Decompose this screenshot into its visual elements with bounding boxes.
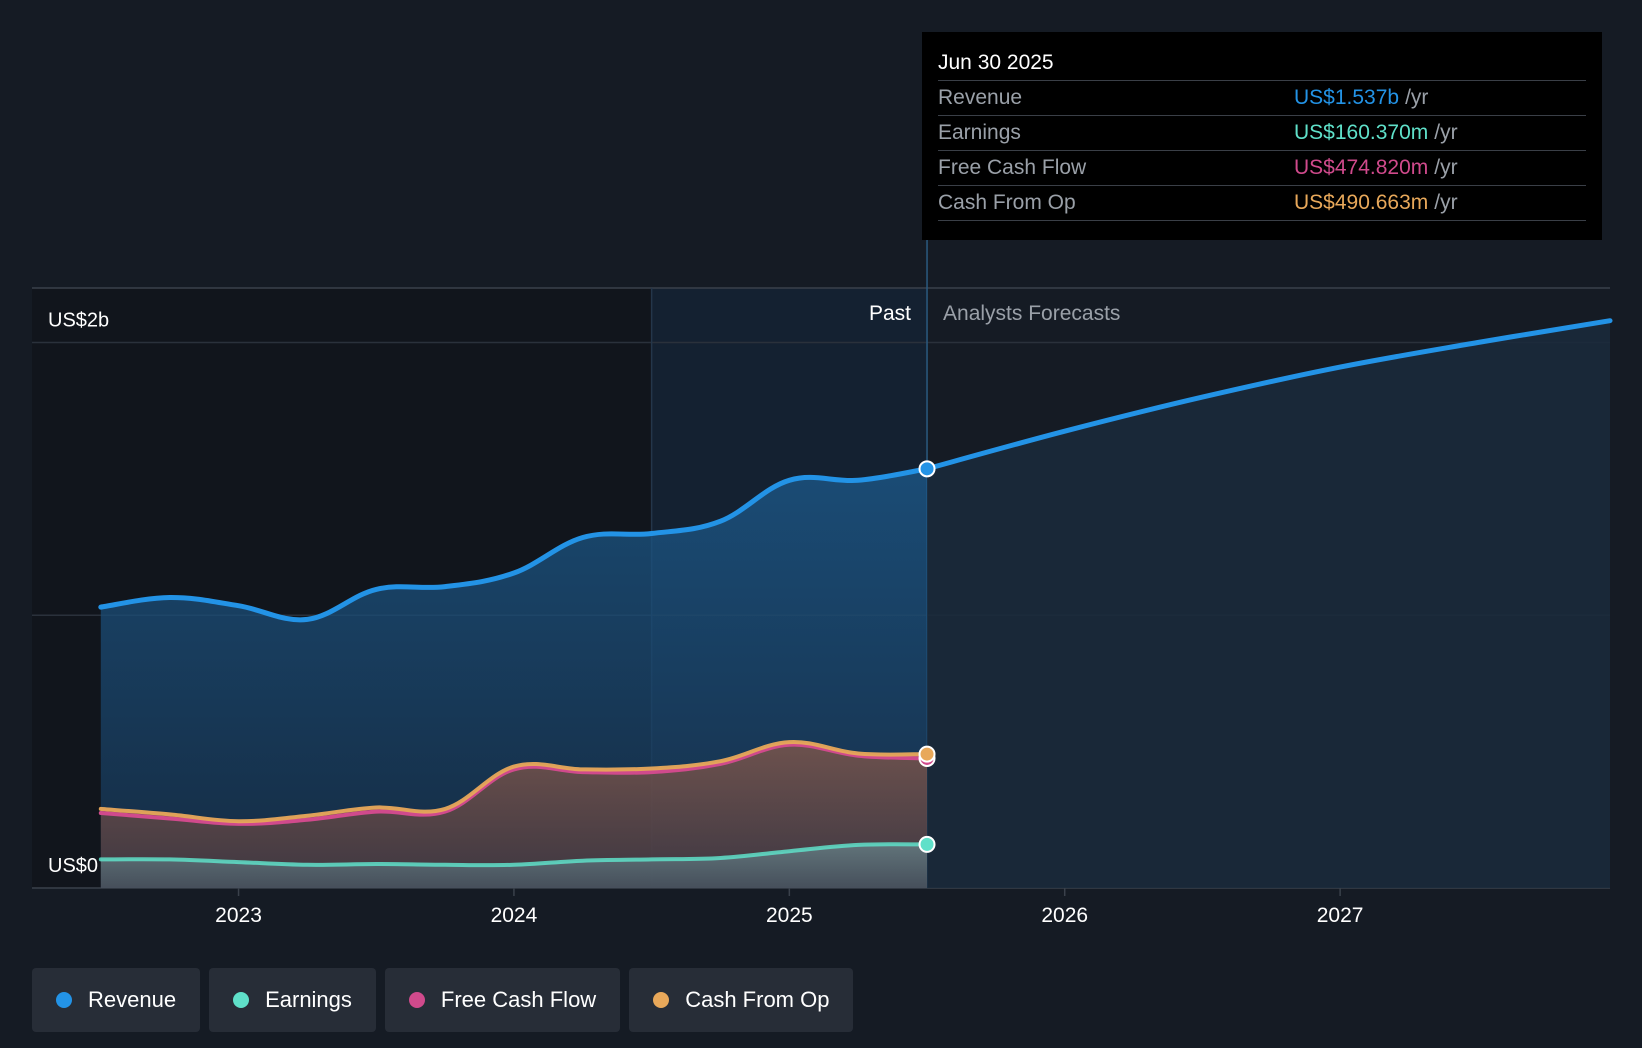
tooltip-value: US$1.537b: [1294, 86, 1400, 109]
tooltip-value: US$474.820m: [1294, 156, 1429, 179]
tooltip-unit: /yr: [1434, 191, 1458, 214]
hover-tooltip: Jun 30 2025 Revenue US$1.537b /yr Earnin…: [922, 32, 1602, 240]
revenue-dot-icon: [56, 992, 72, 1008]
forecast-label: Analysts Forecasts: [943, 302, 1120, 325]
revenue-forecast-line: [924, 318, 1613, 472]
revenue-point: [918, 460, 936, 478]
x-tick-label: 2026: [1041, 904, 1088, 927]
earnings-dot-icon: [233, 992, 250, 1008]
free-cash-flow-line: [98, 742, 929, 826]
cash-from-op-line: [98, 740, 929, 824]
tooltip-unit: /yr: [1434, 156, 1458, 179]
tooltip-label: Free Cash Flow: [938, 156, 1087, 179]
tooltip-value: US$160.370m: [1294, 121, 1429, 144]
x-tick-label: 2025: [766, 904, 813, 927]
tooltip-row-cash-from-op: Cash From Op US$490.663m /yr: [938, 186, 1586, 221]
cash-from-op-point: [918, 745, 936, 763]
free-cash-flow-dot-icon: [408, 992, 425, 1008]
x-tick-label: 2024: [491, 904, 538, 927]
past-label: Past: [869, 302, 911, 325]
legend-item-free-cash-flow[interactable]: Free Cash Flow: [384, 968, 621, 1032]
tooltip-row-earnings: Earnings US$160.370m /yr: [938, 116, 1586, 151]
earnings-point: [918, 835, 936, 853]
legend-item-revenue[interactable]: Revenue: [32, 968, 201, 1032]
legend-label: Earnings: [265, 987, 352, 1012]
earnings-line: [98, 842, 929, 868]
y-axis-label-bottom: US$0: [48, 855, 98, 877]
cash-from-op-dot-icon: [653, 992, 670, 1008]
chart-legend: Revenue Earnings Free Cash Flow Cash Fro…: [32, 968, 854, 1032]
tooltip-label: Earnings: [938, 121, 1021, 144]
x-tick-label: 2027: [1317, 904, 1364, 927]
x-tick-label: 2023: [215, 904, 262, 927]
tooltip-date: Jun 30 2025: [938, 48, 1586, 81]
revenue-forecast-area: [927, 320, 1610, 888]
revenue-line: [98, 466, 930, 623]
tooltip-row-free-cash-flow: Free Cash Flow US$474.820m /yr: [938, 151, 1586, 186]
legend-label: Free Cash Flow: [440, 987, 597, 1012]
tooltip-unit: /yr: [1405, 86, 1429, 109]
cash-from-op-area: [100, 741, 928, 888]
legend-item-earnings[interactable]: Earnings: [209, 968, 376, 1032]
y-axis-label-top: US$2b: [48, 310, 109, 332]
legend-item-cash-from-op[interactable]: Cash From Op: [629, 968, 854, 1032]
tooltip-value: US$490.663m: [1294, 191, 1429, 214]
tooltip-unit: /yr: [1434, 121, 1458, 144]
tooltip-label: Revenue: [938, 86, 1023, 109]
legend-label: Revenue: [88, 987, 177, 1012]
tooltip-label: Cash From Op: [938, 191, 1076, 214]
tooltip-row-revenue: Revenue US$1.537b /yr: [938, 81, 1586, 116]
legend-label: Cash From Op: [685, 987, 830, 1012]
